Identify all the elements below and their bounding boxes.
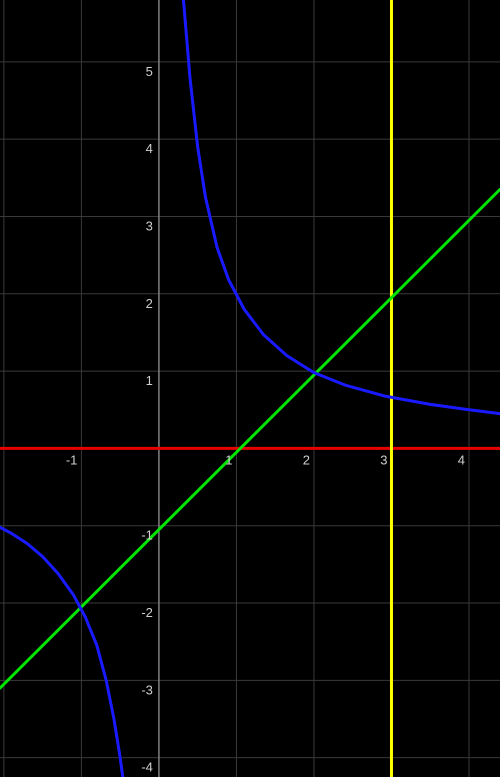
y-tick-label: 4 xyxy=(146,141,153,156)
x-tick-label: 3 xyxy=(380,452,387,467)
y-tick-label: 2 xyxy=(146,296,153,311)
plot-background xyxy=(0,0,500,777)
x-tick-label: 1 xyxy=(225,452,232,467)
y-tick-label: -3 xyxy=(141,682,153,697)
y-tick-label: 3 xyxy=(146,218,153,233)
x-tick-label: 4 xyxy=(458,452,465,467)
y-tick-label: -4 xyxy=(141,760,153,775)
y-tick-label: -2 xyxy=(141,605,153,620)
x-tick-label: 2 xyxy=(303,452,310,467)
y-tick-label: -1 xyxy=(141,528,153,543)
plot-svg: 2-11234-4-3-2-112345 xyxy=(0,0,500,777)
function-plot: 2-11234-4-3-2-112345 xyxy=(0,0,500,777)
y-tick-label: 1 xyxy=(146,373,153,388)
x-tick-label: -1 xyxy=(66,452,78,467)
y-tick-label: 5 xyxy=(146,64,153,79)
